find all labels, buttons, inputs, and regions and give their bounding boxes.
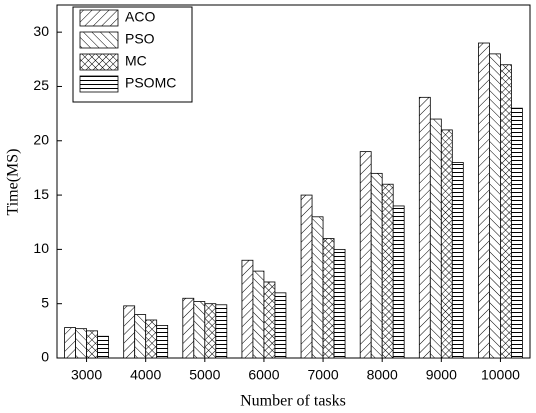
bar <box>145 319 158 359</box>
bar <box>182 297 195 359</box>
y-tick-label: 15 <box>33 186 49 202</box>
legend-swatch <box>79 31 119 49</box>
y-tick-label: 25 <box>33 77 49 93</box>
bar <box>511 107 523 359</box>
y-tick-label: 0 <box>41 349 49 365</box>
bar <box>478 42 490 359</box>
legend-swatch <box>79 53 119 71</box>
x-tick-label: 6000 <box>248 367 279 383</box>
bar <box>64 327 76 359</box>
bar <box>333 248 346 359</box>
plot-frame <box>56 4 531 359</box>
bar <box>241 259 254 359</box>
y-tick-label: 10 <box>33 240 49 256</box>
legend-swatch <box>79 75 119 93</box>
bar <box>193 301 206 359</box>
legend-label: ACO <box>125 9 155 25</box>
legend-swatch <box>79 9 119 27</box>
bar <box>370 172 383 359</box>
bar <box>311 216 324 359</box>
y-tick-label: 20 <box>33 131 49 147</box>
bar <box>418 96 431 359</box>
bar <box>97 335 109 359</box>
bar <box>156 325 169 359</box>
x-tick-label: 8000 <box>367 367 398 383</box>
legend-label: MC <box>125 53 147 69</box>
x-axis-label: Number of tasks <box>240 393 346 410</box>
bar <box>429 118 442 359</box>
x-tick-label: 5000 <box>189 367 220 383</box>
bar <box>381 183 394 359</box>
bar <box>123 305 136 359</box>
bar <box>440 129 453 359</box>
y-axis-label: Time(MS) <box>5 149 22 216</box>
bar <box>215 304 228 359</box>
x-tick-label: 10000 <box>481 367 520 383</box>
x-tick-label: 4000 <box>130 367 161 383</box>
legend-label: PSOMC <box>125 75 176 91</box>
bar <box>489 53 501 359</box>
x-tick-label: 3000 <box>71 367 102 383</box>
legend-label: PSO <box>125 31 155 47</box>
bar <box>359 151 372 359</box>
bar <box>500 64 512 359</box>
bar <box>134 314 147 359</box>
bar <box>263 281 276 359</box>
y-tick-label: 30 <box>33 23 49 39</box>
x-tick-label: 9000 <box>426 367 457 383</box>
x-tick-label: 7000 <box>307 367 338 383</box>
bar <box>300 194 313 359</box>
bar <box>86 330 98 359</box>
bar <box>252 270 265 359</box>
y-tick-label: 5 <box>41 294 49 310</box>
bar <box>204 303 217 359</box>
bar <box>322 238 335 359</box>
bar <box>75 328 87 359</box>
bar <box>392 205 405 359</box>
bar <box>451 162 464 359</box>
bar <box>274 292 287 359</box>
